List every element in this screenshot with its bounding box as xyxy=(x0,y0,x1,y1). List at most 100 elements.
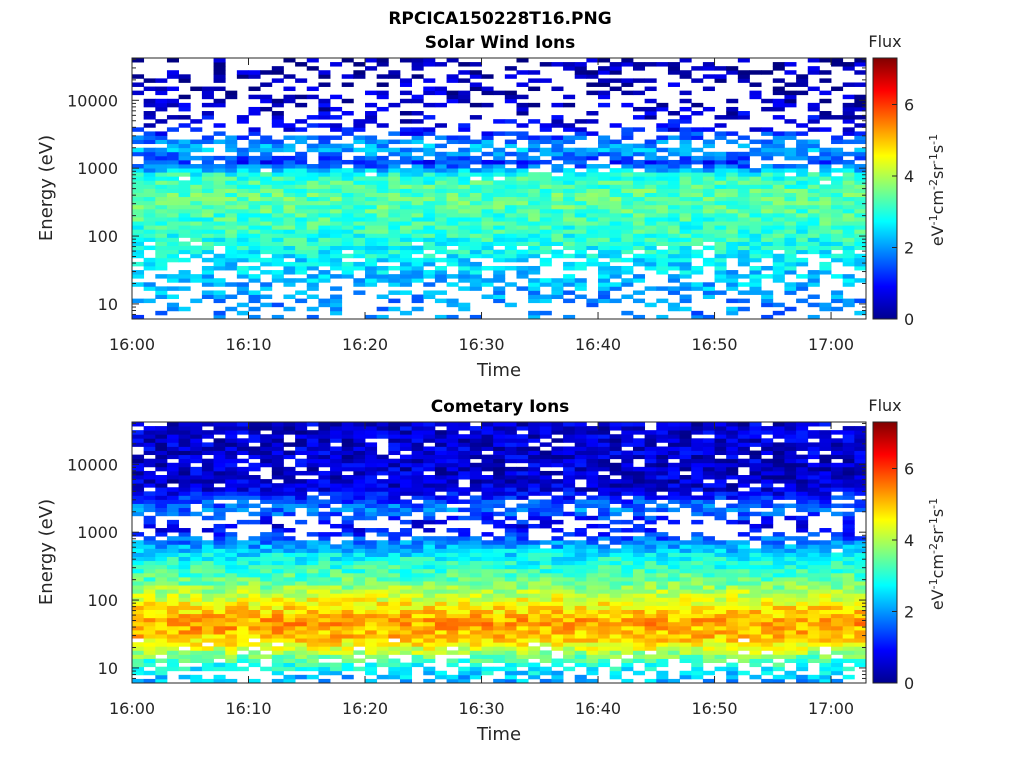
spectrogram-cell xyxy=(283,642,296,647)
spectrogram-cell xyxy=(551,225,564,230)
spectrogram-cell xyxy=(679,184,692,189)
spectrogram-cell xyxy=(434,572,447,578)
spectrogram-cell xyxy=(178,617,191,623)
spectrogram-cell xyxy=(434,204,447,210)
spectrogram-cell xyxy=(376,629,389,635)
spectrogram-cell xyxy=(155,164,168,169)
spectrogram-cell xyxy=(318,585,331,590)
spectrogram-cell xyxy=(236,519,249,525)
spectrogram-cell xyxy=(539,458,552,464)
spectrogram-cell xyxy=(656,208,669,214)
spectrogram-cell xyxy=(586,642,599,647)
spectrogram-cell xyxy=(201,184,214,189)
spectrogram-cell xyxy=(539,556,552,562)
spectrogram-cell xyxy=(504,212,517,218)
spectrogram-cell xyxy=(201,257,214,263)
spectrogram-cell xyxy=(411,245,424,251)
spectrogram-cell xyxy=(306,442,319,447)
spectrogram-cell xyxy=(469,597,482,602)
spectrogram-cell xyxy=(236,208,249,214)
spectrogram-cell xyxy=(318,159,331,165)
spectrogram-cell xyxy=(796,168,809,173)
spectrogram-cell xyxy=(341,581,354,586)
spectrogram-cell xyxy=(621,168,634,173)
spectrogram-cell xyxy=(493,168,506,173)
spectrogram-cell xyxy=(155,564,168,570)
spectrogram-cell xyxy=(458,241,471,246)
spectrogram-cell xyxy=(376,200,389,206)
spectrogram-cell xyxy=(143,503,156,509)
spectrogram-cell xyxy=(842,200,855,206)
spectrogram-cell xyxy=(143,556,156,562)
colorbar-tick-label: 4 xyxy=(904,167,914,186)
spectrogram-cell xyxy=(493,560,506,566)
spectrogram-cell xyxy=(796,200,809,206)
spectrogram-cell xyxy=(271,245,284,251)
spectrogram-cell xyxy=(493,131,506,136)
spectrogram-cell xyxy=(586,568,599,574)
spectrogram-cell xyxy=(621,180,634,185)
spectrogram-cell xyxy=(341,491,354,496)
spectrogram-cell xyxy=(714,176,727,181)
spectrogram-cell xyxy=(551,670,564,676)
spectrogram-cell xyxy=(772,180,785,185)
spectrogram-cell xyxy=(271,495,284,500)
spectrogram-cell xyxy=(201,589,214,594)
spectrogram-cell xyxy=(411,237,424,242)
spectrogram-cell xyxy=(260,426,273,431)
spectrogram-cell xyxy=(295,629,308,635)
y-tick-label: 10 xyxy=(98,295,118,314)
spectrogram-cell xyxy=(563,430,576,435)
spectrogram-cell xyxy=(609,601,622,606)
spectrogram-cell xyxy=(236,593,249,598)
spectrogram-cell xyxy=(609,200,622,206)
spectrogram-cell xyxy=(155,479,168,484)
spectrogram-cell xyxy=(260,495,273,500)
spectrogram-cell xyxy=(143,151,156,157)
spectrogram-cell xyxy=(621,221,634,226)
spectrogram-cell xyxy=(260,609,273,615)
spectrogram-cell xyxy=(132,422,145,427)
spectrogram-cell xyxy=(143,115,156,120)
spectrogram-cell xyxy=(446,515,459,521)
spectrogram-cell xyxy=(621,257,634,263)
spectrogram-cell xyxy=(516,200,529,206)
spectrogram-cell xyxy=(318,662,331,668)
spectrogram-cell xyxy=(528,143,541,149)
spectrogram-cell xyxy=(166,503,179,509)
spectrogram-cell xyxy=(644,237,657,242)
spectrogram-cell xyxy=(749,249,762,255)
spectrogram-cell xyxy=(225,540,238,545)
spectrogram-cell xyxy=(376,491,389,496)
spectrogram-cell xyxy=(399,609,413,615)
spectrogram-cell xyxy=(667,196,680,202)
spectrogram-cell xyxy=(271,237,284,242)
spectrogram-cell xyxy=(399,434,413,439)
spectrogram-cell xyxy=(166,159,179,165)
spectrogram-cell xyxy=(330,261,343,267)
spectrogram-cell xyxy=(469,192,482,198)
spectrogram-cell xyxy=(423,131,436,136)
spectrogram-cell xyxy=(621,196,634,202)
spectrogram-cell xyxy=(132,245,145,251)
spectrogram-cell xyxy=(667,241,680,246)
spectrogram-cell xyxy=(353,589,366,594)
spectrogram-cell xyxy=(132,200,145,206)
spectrogram-cell xyxy=(481,221,494,226)
spectrogram-cell xyxy=(388,212,401,218)
spectrogram-cell xyxy=(551,638,564,643)
spectrogram-cell xyxy=(854,123,867,128)
spectrogram-cell xyxy=(551,564,564,570)
spectrogram-cell xyxy=(539,462,552,468)
spectrogram-cell xyxy=(236,585,249,590)
spectrogram-cell xyxy=(236,430,249,435)
spectrogram-cell xyxy=(446,257,459,263)
spectrogram-cell xyxy=(132,552,145,557)
spectrogram-cell xyxy=(271,184,284,189)
spectrogram-cell xyxy=(365,495,378,500)
spectrogram-cell xyxy=(796,241,809,246)
spectrogram-cell xyxy=(644,159,657,165)
spectrogram-cell xyxy=(434,188,447,193)
spectrogram-cell xyxy=(679,294,692,300)
spectrogram-cell xyxy=(411,654,424,659)
